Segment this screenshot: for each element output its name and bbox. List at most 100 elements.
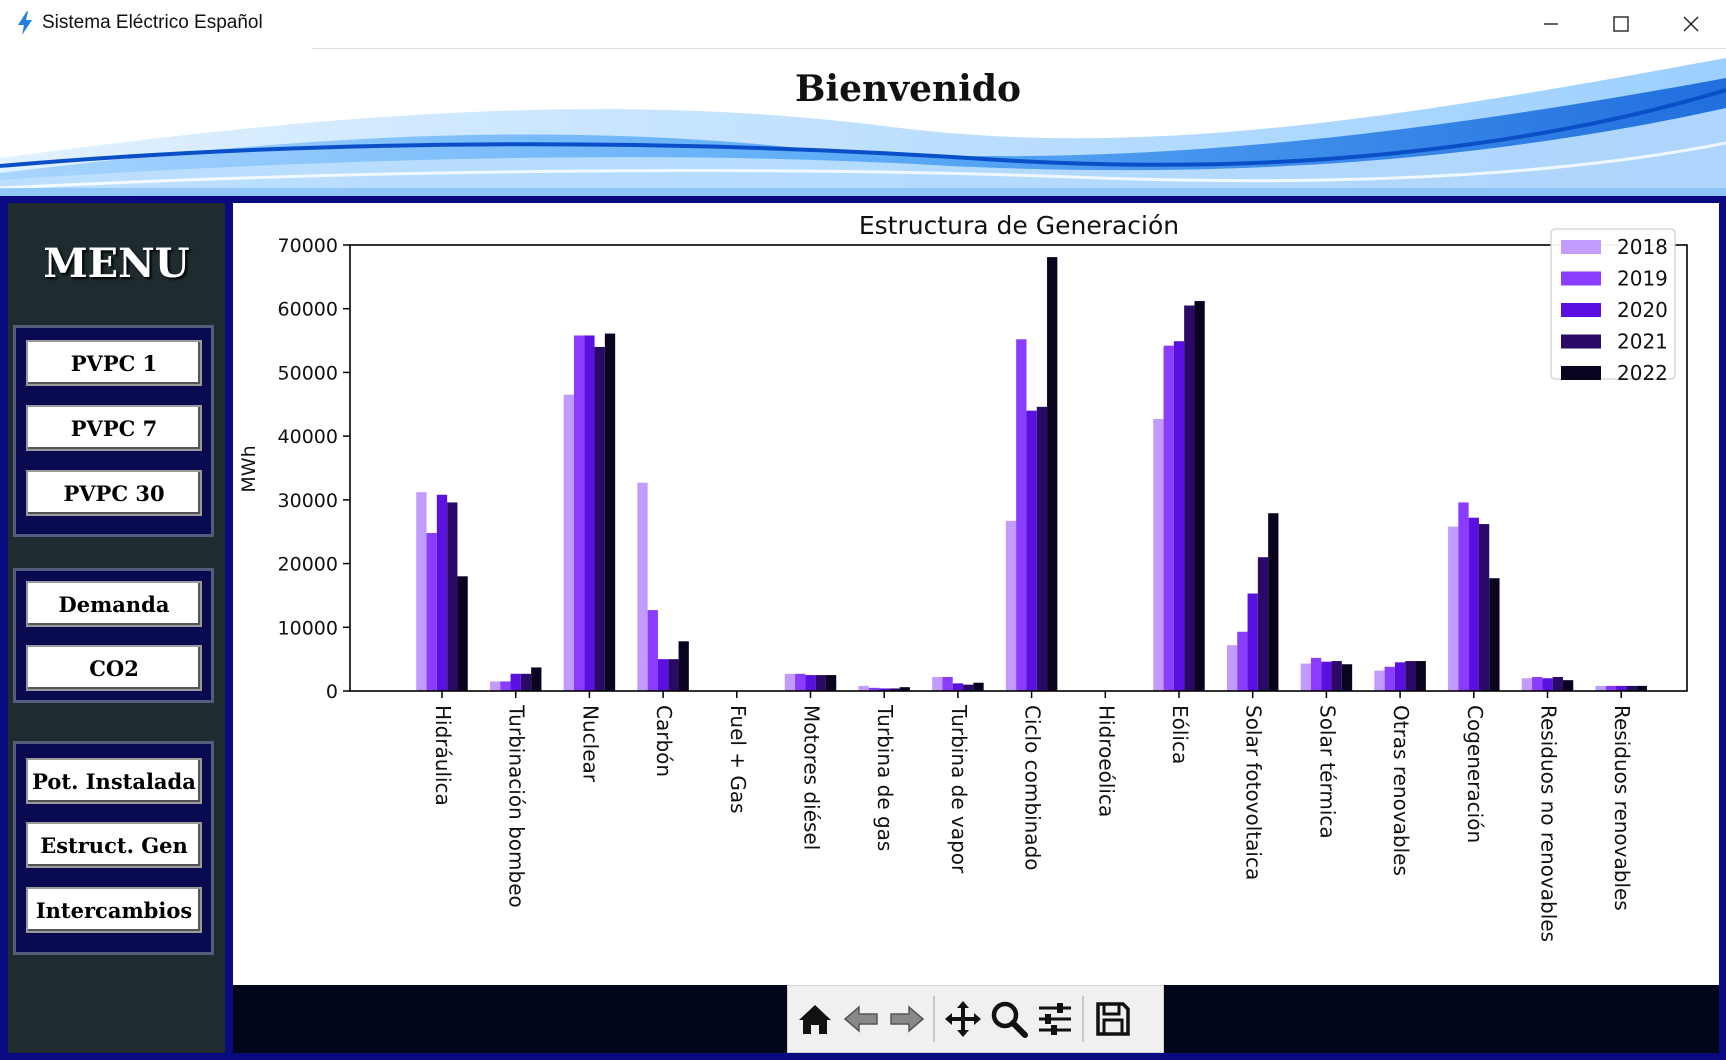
- maximize-icon: [1613, 16, 1629, 32]
- bar-2018-2: [563, 394, 574, 691]
- bar-2022-5: [825, 675, 837, 691]
- x-tick-label: Ciclo combinado: [1021, 705, 1045, 871]
- configure-subplots-button[interactable]: [1032, 994, 1078, 1044]
- legend-swatch: [1561, 303, 1601, 317]
- x-tick-label: Turbina de vapor: [947, 704, 971, 874]
- bar-2020-10: [1173, 341, 1185, 691]
- bar-2020-0: [436, 494, 448, 691]
- save-icon: [1096, 1002, 1130, 1036]
- legend-swatch: [1561, 334, 1601, 349]
- forward-arrow-icon: [890, 1005, 925, 1033]
- y-axis: 0 10000 20000 30000 40000 50000 60000 70000: [278, 235, 350, 703]
- bar-2021-0: [447, 502, 458, 691]
- y-axis-label: MWh: [238, 445, 260, 492]
- menu-group-generation: Pot. Instalada Estruct. Gen Intercambios: [13, 741, 214, 955]
- legend-label: 2021: [1617, 330, 1668, 354]
- legend-swatch: [1561, 366, 1601, 380]
- bar-2021-7: [963, 684, 974, 691]
- configure-subplots-icon: [1039, 1003, 1071, 1035]
- bars-group: [416, 257, 1647, 691]
- maximize-button[interactable]: [1586, 0, 1656, 48]
- bar-2018-5: [784, 673, 796, 691]
- bar-2022-7: [973, 682, 984, 691]
- demanda-button[interactable]: Demanda: [26, 581, 202, 627]
- x-tick-label: Otras renovables: [1389, 705, 1413, 876]
- minimize-button[interactable]: [1516, 0, 1586, 48]
- bar-2019-3: [647, 610, 658, 691]
- menu-title: MENU: [43, 240, 190, 287]
- bar-2022-14: [1489, 578, 1500, 691]
- legend-label: 2020: [1617, 298, 1668, 322]
- bar-2022-12: [1341, 664, 1353, 691]
- bar-2018-13: [1374, 670, 1385, 691]
- bar-2022-8: [1047, 257, 1058, 691]
- home-icon: [799, 1005, 831, 1034]
- save-button[interactable]: [1090, 994, 1136, 1044]
- bar-2021-15: [1552, 676, 1563, 691]
- home-button[interactable]: [792, 994, 838, 1044]
- y-tick-label: 40000: [278, 426, 338, 448]
- y-tick-label: 50000: [278, 362, 338, 384]
- x-tick-label: Residuos no renovables: [1537, 705, 1561, 942]
- bar-2019-2: [573, 335, 585, 691]
- bar-chart: Estructura de Generación MWh 0 10000 20000…: [238, 211, 1688, 942]
- y-tick-label: 10000: [278, 617, 338, 639]
- x-tick-label: Turbina de gas: [873, 704, 897, 851]
- bar-2021-11: [1257, 557, 1269, 691]
- bar-2020-7: [952, 683, 964, 691]
- bar-2019-12: [1310, 657, 1322, 691]
- y-tick-label: 70000: [278, 235, 338, 257]
- close-button[interactable]: [1656, 0, 1726, 48]
- menu-group-demand: Demanda CO2: [13, 568, 214, 703]
- navigation-toolbar: [787, 985, 1164, 1053]
- co2-button[interactable]: CO2: [26, 645, 202, 691]
- bar-2019-8: [1016, 339, 1027, 691]
- back-button[interactable]: [838, 994, 884, 1044]
- wave-decoration: [0, 48, 1726, 196]
- zoom-button[interactable]: [986, 994, 1032, 1044]
- bar-2021-16: [1626, 685, 1637, 691]
- intercambios-button[interactable]: Intercambios: [26, 887, 202, 933]
- bar-2020-1: [510, 673, 521, 691]
- bar-2022-11: [1268, 513, 1279, 691]
- bar-2019-5: [795, 673, 806, 691]
- title-bar: Sistema Eléctrico Español: [0, 0, 1726, 48]
- bar-2018-6: [858, 685, 869, 691]
- header-banner: Bienvenido: [0, 48, 1726, 196]
- pvpc-30-button[interactable]: PVPC 30: [26, 470, 202, 516]
- y-tick-label: 0: [326, 681, 338, 703]
- legend: 2018 2019 2020 2021 2022: [1550, 228, 1676, 385]
- forward-button[interactable]: [884, 994, 930, 1044]
- bar-2021-14: [1478, 524, 1490, 691]
- x-tick-label: Eólica: [1168, 705, 1192, 764]
- x-axis: Hidráulica Turbinación bombeo Nuclear Carbó…: [431, 691, 1634, 942]
- pot-instalada-button[interactable]: Pot. Instalada: [26, 758, 202, 804]
- legend-label: 2022: [1617, 361, 1668, 385]
- legend-swatch: [1561, 271, 1601, 286]
- bar-2020-15: [1542, 678, 1553, 691]
- pvpc-1-button[interactable]: PVPC 1: [26, 340, 202, 386]
- estruct-gen-button[interactable]: Estruct. Gen: [26, 822, 202, 868]
- pvpc-7-button[interactable]: PVPC 7: [26, 405, 202, 451]
- bar-2021-5: [815, 675, 826, 691]
- bar-2022-2: [604, 333, 616, 691]
- legend-label: 2019: [1617, 267, 1668, 291]
- bar-2020-14: [1468, 517, 1479, 691]
- bar-2018-14: [1448, 526, 1459, 691]
- back-arrow-icon: [843, 1005, 878, 1033]
- bar-2021-3: [668, 659, 679, 691]
- bar-2020-6: [879, 688, 890, 691]
- bar-2018-1: [489, 681, 501, 691]
- pan-icon: [945, 1001, 981, 1037]
- bar-2021-10: [1184, 305, 1195, 691]
- bar-2022-1: [531, 667, 542, 691]
- bar-2018-10: [1153, 418, 1164, 691]
- chart-area: Estructura de Generación MWh 0 10000 20000…: [233, 203, 1719, 985]
- x-tick-label: Residuos renovables: [1610, 705, 1634, 911]
- toolbar-separator: [933, 996, 935, 1042]
- bar-2020-11: [1247, 593, 1258, 691]
- pan-button[interactable]: [940, 994, 986, 1044]
- bar-2020-13: [1394, 662, 1406, 691]
- bar-2018-3: [637, 482, 648, 691]
- bar-2022-16: [1636, 685, 1647, 691]
